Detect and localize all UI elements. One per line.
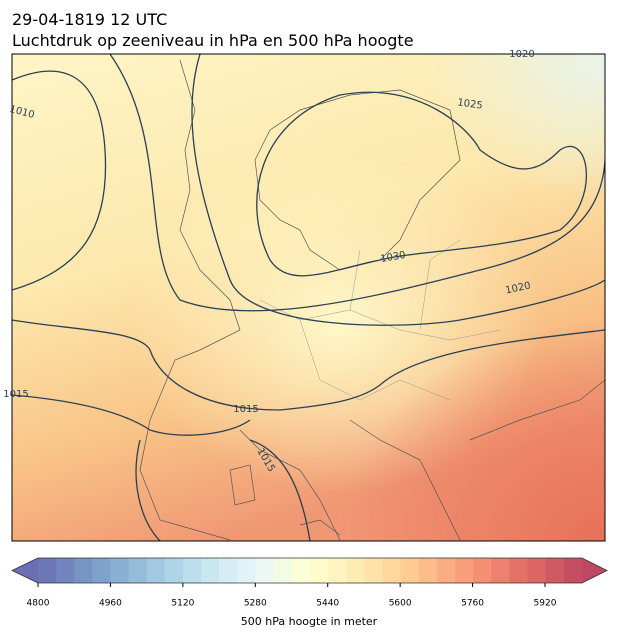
title: 29-04-1819 12 UTC <box>12 10 167 29</box>
colorbar-swatch <box>74 558 93 583</box>
contour-label: 1015 <box>233 404 258 415</box>
colorbar-swatch <box>400 558 420 583</box>
map <box>12 54 605 541</box>
colorbar-swatch <box>273 558 293 583</box>
contour-label: 1020 <box>505 280 532 296</box>
subtitle: Luchtdruk op zeeniveau in hPa en 500 hPa… <box>12 31 414 50</box>
colorbar-swatch <box>455 558 474 583</box>
colorbar-swatch <box>491 558 510 583</box>
colorbar: 4800 4960 5120 5280 5440 5600 5760 5920 <box>11 557 608 609</box>
colorbar-swatch <box>219 558 238 583</box>
colorbar-outline <box>11 557 608 584</box>
colorbar-swatch <box>473 558 492 583</box>
colorbar-tick-label: 5440 <box>316 599 339 609</box>
colorbar-swatch <box>310 558 329 583</box>
colorbar-swatch <box>128 558 148 583</box>
colorbar-swatch <box>38 558 57 583</box>
colorbar-tick-label: 5920 <box>534 599 557 609</box>
colorbar-swatch <box>418 558 438 583</box>
map-frame <box>11 53 606 542</box>
colorbar-swatch <box>56 558 75 583</box>
colorbar-swatch <box>237 558 257 583</box>
colorbar-tick-label: 5600 <box>389 599 412 609</box>
colorbar-swatch <box>183 558 202 583</box>
colorbar-swatch <box>545 558 565 583</box>
colorbar-swatch <box>201 558 220 583</box>
colorbar-swatch <box>436 558 456 583</box>
contour-label: 1025 <box>457 97 484 111</box>
colorbar-extend-low <box>12 558 38 583</box>
colorbar-tick-label: 5120 <box>171 599 194 609</box>
colorbar-tick-label: 5280 <box>244 599 267 609</box>
colorbar-swatch <box>92 558 112 583</box>
colorbar-swatch <box>364 558 384 583</box>
colorbar-swatch <box>291 558 311 583</box>
colorbar-label: 500 hPa hoogte in meter <box>241 615 378 628</box>
colorbar-swatch <box>255 558 275 583</box>
colorbar-swatch <box>563 558 583 583</box>
colorbar-swatch <box>527 558 547 583</box>
colorbar-extend-high <box>582 558 607 583</box>
contour-label: 1030 <box>380 250 407 265</box>
colorbar-swatch <box>328 558 347 583</box>
contour-label: 1020 <box>509 49 534 60</box>
colorbar-swatch <box>110 558 130 583</box>
colorbar-tick-label: 5760 <box>461 599 484 609</box>
colorbar-swatch <box>382 558 402 583</box>
colorbar-swatch <box>509 558 529 583</box>
colorbar-swatch <box>164 558 184 583</box>
colorbar-tick-label: 4960 <box>99 599 122 609</box>
colorbar-tick-label: 4800 <box>27 599 50 609</box>
contour-label: 1015 <box>3 389 28 400</box>
colorbar-swatch <box>346 558 365 583</box>
colorbar-swatch <box>146 558 166 583</box>
